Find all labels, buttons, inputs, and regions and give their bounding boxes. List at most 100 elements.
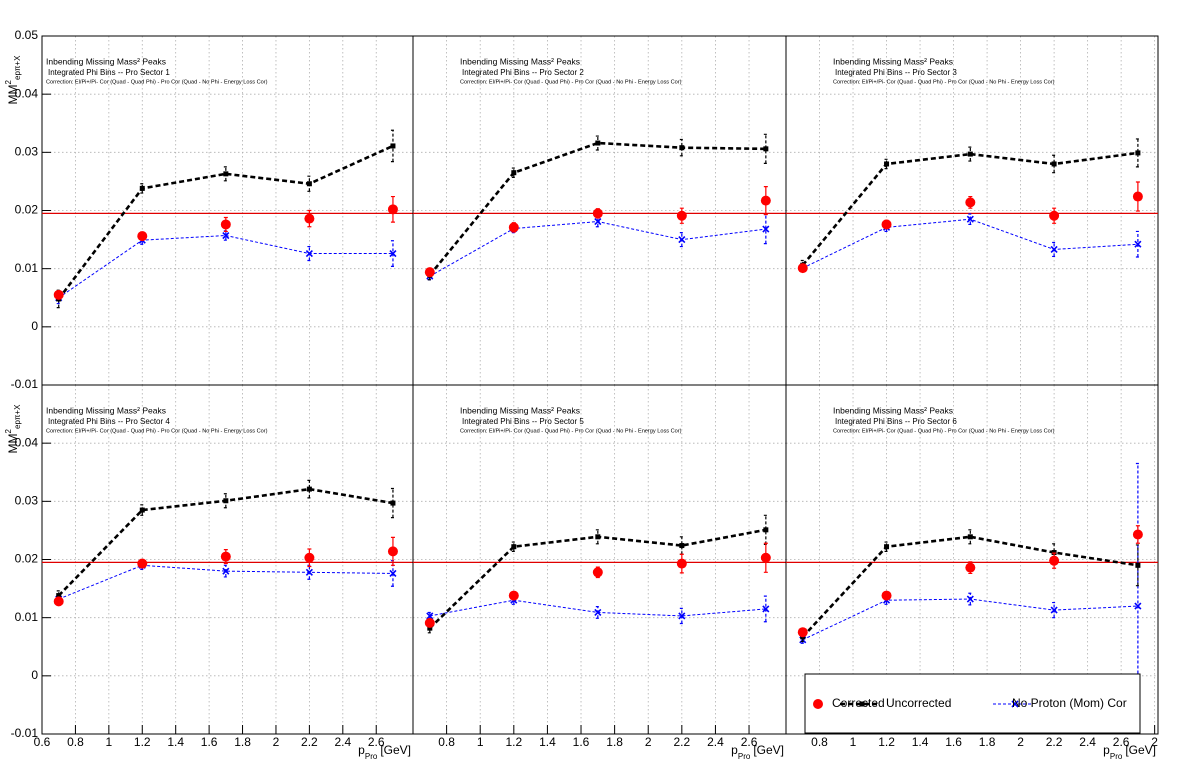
y-tick-label: -0.01 bbox=[11, 726, 39, 740]
data-point bbox=[139, 185, 145, 191]
x-tick-label: 1.8 bbox=[234, 735, 251, 749]
data-point bbox=[676, 558, 687, 569]
pad-subtitle: Integrated Phi Bins -- Pro Sector 4 bbox=[48, 417, 170, 426]
legend: CorrectedUncorrectedNo Proton (Mom) Cor bbox=[804, 673, 1141, 734]
pad-subtitle: Integrated Phi Bins -- Pro Sector 1 bbox=[48, 68, 170, 77]
x-tick-label: 2.4 bbox=[1079, 735, 1096, 749]
data-point bbox=[305, 568, 313, 576]
data-point bbox=[390, 500, 396, 506]
pad: -0.01 0 0.01 0.02 0.03 0.04 0.05 Inbending Miss… bbox=[4, 28, 414, 391]
pad-title: Inbending Missing Mass² Peaks bbox=[46, 405, 166, 415]
data-point bbox=[223, 171, 229, 177]
data-layer bbox=[424, 514, 771, 634]
pad-subtitle: Integrated Phi Bins -- Pro Sector 2 bbox=[462, 68, 584, 77]
error-bar bbox=[884, 541, 889, 552]
data-point bbox=[881, 219, 892, 230]
x-tick-label: 1.4 bbox=[539, 735, 556, 749]
data-point bbox=[595, 140, 601, 146]
data-point bbox=[511, 544, 517, 550]
error-bar bbox=[140, 183, 145, 194]
data-point bbox=[797, 263, 808, 274]
pad: Inbending Missing Mass² Peaks Integrated … bbox=[412, 35, 787, 386]
series-line bbox=[57, 144, 394, 300]
data-point bbox=[594, 217, 602, 226]
data-point bbox=[1051, 161, 1057, 167]
data-point bbox=[223, 498, 229, 504]
data-point bbox=[387, 546, 398, 557]
x-tick-label: 1.2 bbox=[134, 735, 151, 749]
data-point bbox=[137, 558, 148, 569]
x-axis-title: pPro [GeV] bbox=[731, 743, 784, 761]
y-tick-label: 0.04 bbox=[15, 435, 39, 449]
x-tick-label: 0.6 bbox=[34, 735, 51, 749]
data-point bbox=[220, 551, 231, 562]
data-point bbox=[1134, 602, 1142, 610]
pad-note: Correction: El/Pi+/Pi- Cor (Quad - Quad … bbox=[833, 79, 1055, 85]
data-point bbox=[387, 204, 398, 215]
y-tick-label: 0.02 bbox=[15, 203, 39, 217]
data-point bbox=[676, 210, 687, 221]
x-tick-label: 1 bbox=[106, 735, 113, 749]
pad-title: Inbending Missing Mass² Peaks bbox=[833, 56, 953, 66]
data-point bbox=[965, 562, 976, 573]
x-tick-label: 2.2 bbox=[301, 735, 318, 749]
data-point bbox=[595, 534, 601, 540]
data-point bbox=[1132, 191, 1143, 202]
data-point bbox=[679, 543, 685, 549]
data-point bbox=[594, 608, 602, 616]
error-bar bbox=[1052, 154, 1057, 174]
x-tick-label: 1.8 bbox=[979, 735, 996, 749]
x-tick-label: 0.8 bbox=[811, 735, 828, 749]
data-point bbox=[1135, 562, 1141, 568]
x-tick-label: 1 bbox=[850, 735, 857, 749]
data-point bbox=[427, 625, 433, 631]
data-point bbox=[53, 596, 64, 607]
data-point bbox=[56, 593, 62, 599]
data-point bbox=[592, 208, 603, 219]
data-point bbox=[763, 527, 769, 533]
data-point bbox=[390, 143, 396, 149]
data-point bbox=[306, 486, 312, 492]
y-tick-label: 0.01 bbox=[15, 610, 39, 624]
data-point bbox=[508, 222, 519, 233]
data-point bbox=[1134, 240, 1142, 248]
pad-title: Inbending Missing Mass² Peaks bbox=[460, 56, 580, 66]
pad-subtitle: Integrated Phi Bins -- Pro Sector 3 bbox=[835, 68, 957, 77]
y-tick-label: 0 bbox=[31, 668, 38, 682]
x-tick-label: 1.6 bbox=[945, 735, 962, 749]
data-point bbox=[884, 544, 890, 550]
data-point bbox=[1135, 150, 1141, 156]
x-tick-label: 2.2 bbox=[1046, 735, 1063, 749]
y-tick-label: 0.02 bbox=[15, 552, 39, 566]
data-point bbox=[760, 552, 771, 563]
x-tick-label: 0.8 bbox=[67, 735, 84, 749]
error-bar bbox=[307, 479, 312, 499]
y-tick-label: 0.05 bbox=[15, 28, 39, 42]
pad-subtitle: Integrated Phi Bins -- Pro Sector 6 bbox=[835, 417, 957, 426]
x-tick-label: 2 bbox=[1017, 735, 1024, 749]
x-tick-label: 1.2 bbox=[505, 735, 522, 749]
error-bar bbox=[679, 138, 684, 157]
pad: -0.01 0 0.01 0.02 0.03 0.04 0.6 0.8 1 1.2 1.4 1.6 1.… bbox=[4, 384, 414, 761]
x-tick-label: 2.6 bbox=[741, 735, 758, 749]
data-point bbox=[884, 161, 890, 167]
data-point bbox=[881, 590, 892, 601]
y-tick-label: 0.03 bbox=[15, 145, 39, 159]
data-point bbox=[1049, 210, 1060, 221]
x-tick-label: 1 bbox=[477, 735, 484, 749]
legend-marker bbox=[1011, 700, 1019, 708]
error-bar bbox=[763, 133, 768, 164]
data-point bbox=[1050, 606, 1058, 614]
data-point bbox=[1050, 245, 1058, 254]
series-line bbox=[428, 141, 766, 276]
data-point bbox=[1132, 529, 1143, 540]
data-point bbox=[592, 567, 603, 578]
x-tick-label: 0.8 bbox=[438, 735, 455, 749]
x-axis-title: pPro [GeV] bbox=[1103, 743, 1156, 761]
series-line bbox=[801, 535, 1139, 638]
data-layer bbox=[53, 129, 398, 309]
data-point bbox=[678, 612, 686, 620]
series-line bbox=[801, 151, 1139, 267]
pad-title: Inbending Missing Mass² Peaks bbox=[46, 56, 166, 66]
